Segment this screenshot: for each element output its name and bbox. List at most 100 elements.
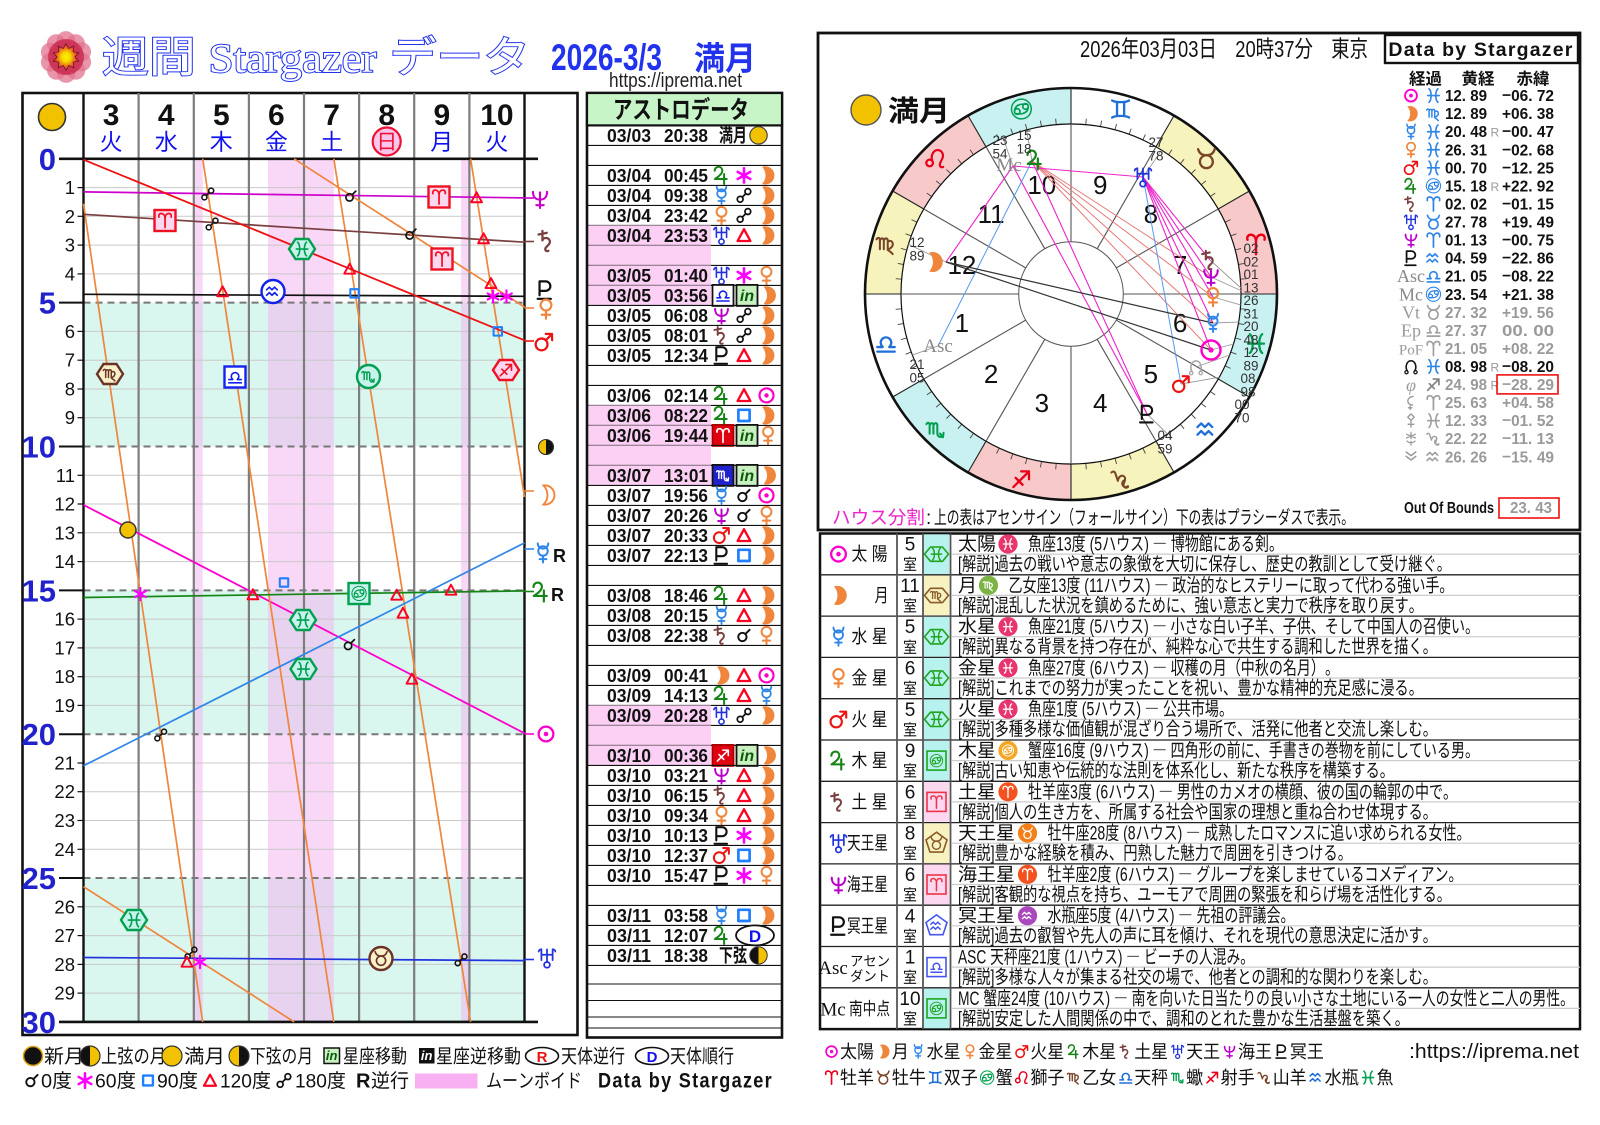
svg-text:54: 54 — [992, 147, 1008, 162]
svg-text:04. 59: 04. 59 — [1445, 246, 1487, 269]
svg-text:Mc: Mc — [820, 999, 845, 1020]
svg-text:03/08: 03/08 — [607, 606, 651, 626]
svg-text:2: 2 — [65, 206, 75, 227]
svg-text:08. 98: 08. 98 — [1445, 354, 1487, 377]
svg-text:月: 月 — [875, 581, 889, 608]
svg-text:海王星: 海王星 — [847, 870, 888, 897]
svg-text:6: 6 — [905, 782, 916, 803]
svg-text:ASC 天秤座21度 (1ハウス) ― ビーチの人混み。: ASC 天秤座21度 (1ハウス) ― ビーチの人混み。 — [958, 943, 1254, 970]
svg-text:冥王星: 冥王星 — [847, 911, 888, 938]
svg-text:室: 室 — [903, 923, 917, 947]
svg-text:φ: φ — [1406, 375, 1416, 395]
svg-text:天王星: 天王星 — [958, 819, 1015, 846]
svg-text:13: 13 — [1243, 281, 1258, 296]
svg-text:01: 01 — [1243, 267, 1258, 282]
svg-text:03:58: 03:58 — [664, 906, 708, 926]
svg-text:蠍: 蠍 — [1186, 1064, 1203, 1090]
svg-text:ムーンボイド: ムーンボイド — [486, 1065, 582, 1094]
svg-text:25. 63: 25. 63 — [1445, 390, 1487, 413]
svg-text:21. 05: 21. 05 — [1445, 264, 1487, 287]
svg-text:水星: 水星 — [958, 612, 996, 639]
svg-text:13:01: 13:01 — [664, 466, 708, 486]
svg-text:59: 59 — [1157, 442, 1172, 457]
svg-text:水瓶座5度 (4ハウス) ― 先祖の評議会。: 水瓶座5度 (4ハウス) ― 先祖の評議会。 — [1048, 901, 1295, 928]
svg-text:02. 02: 02. 02 — [1445, 192, 1487, 215]
svg-text:−08. 22: −08. 22 — [1502, 264, 1554, 287]
svg-text:Asc: Asc — [818, 958, 848, 979]
svg-text:−15. 49: −15. 49 — [1502, 444, 1554, 467]
svg-text:12: 12 — [947, 250, 976, 280]
svg-text:9: 9 — [65, 407, 75, 428]
svg-text:+08. 22: +08. 22 — [1502, 336, 1554, 359]
svg-text:満月: 満月 — [888, 88, 950, 130]
svg-text:03/10: 03/10 — [607, 806, 651, 826]
svg-text:太陽: 太陽 — [840, 1038, 874, 1064]
svg-text:R: R — [551, 585, 564, 605]
svg-text:太 陽: 太 陽 — [852, 540, 888, 567]
svg-text:魚座21度 (5ハウス) ― 小さな白い子羊、子供、そして中: 魚座21度 (5ハウス) ― 小さな白い子羊、子供、そして中国人の召使い。 — [1028, 612, 1479, 639]
svg-text:6: 6 — [905, 659, 916, 680]
svg-text:18: 18 — [54, 666, 75, 687]
svg-text:27. 37: 27. 37 — [1445, 318, 1487, 341]
svg-text:[解説]異なる背景を持つ存在が、純粋な心で共生する調和した世: [解説]異なる背景を持つ存在が、純粋な心で共生する調和した世界を描く。 — [958, 632, 1437, 659]
svg-text:5: 5 — [39, 286, 56, 321]
svg-text:03/10: 03/10 — [607, 866, 651, 886]
svg-text:03/07: 03/07 — [607, 526, 651, 546]
svg-text:山羊: 山羊 — [1273, 1064, 1307, 1090]
svg-text:27. 32: 27. 32 — [1445, 300, 1487, 323]
svg-text:月: 月 — [892, 1038, 909, 1064]
svg-text:逆行: 逆行 — [371, 1065, 409, 1094]
svg-text:土星: 土星 — [1134, 1038, 1168, 1064]
svg-text:https://iprema.net: https://iprema.net — [609, 69, 742, 92]
svg-text:12:34: 12:34 — [664, 346, 708, 366]
svg-text:木星: 木星 — [1082, 1038, 1116, 1064]
svg-text:78: 78 — [1148, 149, 1163, 164]
svg-text:12: 12 — [909, 235, 924, 250]
svg-text:10: 10 — [899, 989, 920, 1010]
svg-text:00:45: 00:45 — [664, 166, 708, 186]
svg-text:R: R — [553, 546, 566, 566]
svg-text:木 星: 木 星 — [852, 746, 888, 773]
svg-text:火 星: 火 星 — [852, 705, 888, 732]
svg-text:23: 23 — [992, 133, 1007, 148]
svg-text:7: 7 — [1173, 250, 1187, 280]
svg-text:室: 室 — [903, 758, 917, 782]
svg-text:Asc: Asc — [1397, 266, 1425, 286]
svg-text:20:26: 20:26 — [664, 506, 708, 526]
svg-text:R: R — [1491, 361, 1500, 375]
svg-text:−12. 25: −12. 25 — [1502, 155, 1554, 178]
svg-text:08: 08 — [1240, 371, 1255, 386]
svg-text:28: 28 — [54, 954, 75, 975]
svg-text:09:38: 09:38 — [664, 186, 708, 206]
svg-text:−08. 20: −08. 20 — [1502, 354, 1554, 377]
svg-text:22: 22 — [54, 781, 75, 802]
svg-text:R: R — [537, 1049, 548, 1066]
svg-text:23:53: 23:53 — [664, 226, 708, 246]
svg-text:D: D — [749, 927, 761, 946]
svg-text:4: 4 — [905, 906, 916, 927]
svg-text:03/04: 03/04 — [607, 186, 651, 206]
svg-text:+21. 38: +21. 38 — [1502, 282, 1554, 305]
svg-text:Ep: Ep — [1401, 320, 1421, 340]
svg-text:06:15: 06:15 — [664, 786, 708, 806]
svg-text:02:14: 02:14 — [664, 386, 708, 406]
svg-text:01. 13: 01. 13 — [1445, 228, 1487, 251]
svg-text:+22. 92: +22. 92 — [1502, 173, 1554, 196]
svg-text:室: 室 — [903, 799, 917, 823]
svg-text:海王星: 海王星 — [958, 860, 1015, 887]
svg-text:03/09: 03/09 — [607, 706, 651, 726]
svg-text:双子: 双子 — [944, 1064, 978, 1090]
svg-text:−28. 29: −28. 29 — [1502, 372, 1554, 395]
svg-text:星座移動: 星座移動 — [343, 1040, 407, 1069]
svg-text:室: 室 — [903, 592, 917, 616]
svg-text:1: 1 — [65, 177, 75, 198]
svg-text:03/06: 03/06 — [607, 426, 651, 446]
svg-text:15: 15 — [1016, 128, 1031, 143]
svg-text:20:38: 20:38 — [664, 126, 708, 146]
svg-text:18:38: 18:38 — [664, 946, 708, 966]
svg-text:20:15: 20:15 — [664, 606, 708, 626]
svg-text:89: 89 — [1243, 359, 1258, 374]
svg-text:火: 火 — [485, 123, 508, 157]
svg-text:11: 11 — [900, 576, 920, 597]
svg-text:21: 21 — [909, 357, 924, 372]
